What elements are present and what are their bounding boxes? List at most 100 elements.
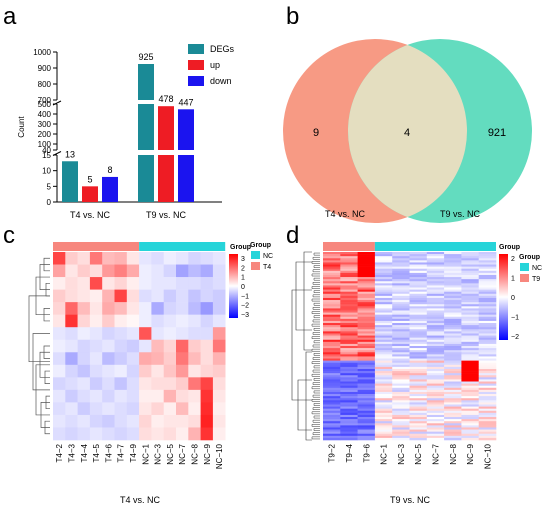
heatmap-cell	[151, 327, 164, 341]
heatmap-cell	[426, 346, 445, 349]
heatmap-cell	[478, 281, 497, 284]
heatmap-cell	[426, 287, 445, 290]
heatmap-cell	[163, 302, 177, 315]
heatmap-cell	[114, 327, 128, 341]
heatmap-cell	[444, 385, 462, 389]
heatmap-cell	[409, 383, 428, 386]
heatmap-cell	[89, 264, 103, 278]
heatmap-cell	[478, 433, 497, 437]
heatmap-cell	[374, 368, 393, 372]
heatmap-cell	[323, 348, 341, 351]
heatmap-cell	[426, 323, 445, 326]
column-label: T4−9	[129, 443, 138, 462]
heatmap-cell	[323, 272, 341, 276]
heatmap-cell	[357, 254, 376, 257]
heatmap-cell	[200, 389, 214, 403]
heatmap-cell	[478, 316, 497, 320]
heatmap-cell	[392, 283, 410, 286]
x-category-label: T4 vs. NC	[70, 210, 111, 220]
heatmap-cell	[374, 396, 393, 399]
heatmap-cell	[409, 412, 428, 416]
heatmap-cell	[478, 385, 497, 389]
heatmap-cell	[65, 402, 78, 416]
heatmap-cell	[357, 437, 376, 441]
heatmap-cell	[461, 396, 479, 399]
heatmap-cell	[340, 364, 358, 368]
heatmap-cell	[357, 387, 376, 391]
heatmap-cell	[340, 421, 358, 424]
heatmap-cell	[200, 414, 214, 428]
heatmap-cell	[392, 377, 410, 380]
dendrogram-branch	[311, 424, 320, 427]
heatmap-cell	[478, 389, 497, 393]
heatmap-cell	[77, 389, 91, 403]
heatmap-cell	[392, 352, 410, 355]
heatmap-cell	[478, 354, 497, 357]
heatmap-cell	[478, 285, 497, 288]
heatmap-cell	[374, 417, 393, 420]
heatmap-cell	[409, 268, 428, 272]
heatmap-cell	[409, 339, 428, 343]
heatmap-cell	[357, 266, 376, 270]
heatmap-cell	[444, 362, 462, 366]
dendrogram-branch	[312, 269, 320, 273]
colorbar	[229, 254, 238, 318]
heatmap-cell	[478, 423, 497, 426]
heatmap-cell	[392, 368, 410, 372]
heatmap-cell	[426, 341, 445, 345]
heatmap-cell	[444, 323, 462, 326]
heatmap-cell	[163, 327, 177, 341]
heatmap-cell	[409, 320, 428, 324]
dendrogram-branch	[312, 432, 320, 436]
heatmap-cell	[357, 358, 376, 361]
heatmap-cell	[461, 437, 479, 441]
heatmap-cell	[426, 310, 445, 313]
heatmap-cell	[212, 389, 226, 403]
heatmap-cell	[461, 358, 479, 361]
heatmap-cell	[478, 350, 497, 353]
column-label: NC−9	[203, 443, 212, 464]
column-label: NC−8	[449, 443, 458, 464]
heatmap-cell	[478, 358, 497, 361]
heatmap-cell	[374, 327, 393, 330]
heatmap-cell	[212, 377, 226, 391]
heatmap-cell	[426, 256, 445, 259]
heatmap-cell	[426, 293, 445, 297]
dendrogram-branch	[313, 378, 320, 381]
heatmap-cell	[478, 406, 497, 409]
heatmap-cell	[374, 295, 393, 299]
heatmap-cell	[444, 381, 462, 384]
heatmap-cell	[340, 400, 358, 403]
heatmap-cell	[426, 260, 445, 263]
heatmap-cell	[409, 408, 428, 412]
heatmap-cell	[392, 268, 410, 272]
column-label: NC−3	[154, 443, 163, 464]
heatmap-cell	[478, 435, 497, 439]
heatmap-cell	[478, 398, 497, 401]
heatmap-cell	[114, 414, 128, 428]
heatmap-cell	[392, 323, 410, 326]
heatmap-cell	[409, 254, 428, 257]
heatmap-cell	[139, 339, 152, 353]
heatmap-cell	[392, 389, 410, 393]
heatmap-cell	[357, 431, 376, 435]
legend-group-name: NC	[532, 265, 542, 272]
heatmap-cell	[357, 325, 376, 328]
heatmap-cell	[374, 414, 393, 418]
heatmap-cell	[392, 410, 410, 414]
heatmap-cell	[188, 277, 201, 290]
heatmap-cell	[357, 335, 376, 338]
heatmap-cell	[357, 277, 376, 280]
heatmap-cell	[323, 262, 341, 265]
heatmap-cell	[426, 379, 445, 382]
heatmap-cell	[444, 254, 462, 257]
heatmap-cell	[409, 341, 428, 345]
heatmap-cell	[461, 318, 479, 322]
heatmap-cell	[392, 254, 410, 257]
heatmap-cell	[478, 287, 497, 290]
heatmap-cell	[409, 283, 428, 286]
heatmap-cell	[340, 356, 358, 359]
heatmap-cell	[114, 264, 128, 278]
dendrogram-branch	[312, 394, 320, 398]
